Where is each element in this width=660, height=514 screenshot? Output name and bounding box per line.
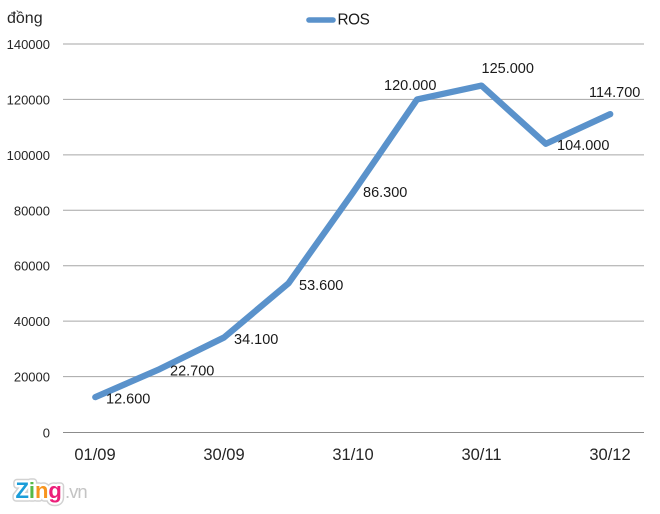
svg-text:30/12: 30/12	[589, 446, 630, 464]
svg-text:Z: Z	[16, 478, 29, 503]
svg-text:120000: 120000	[7, 92, 50, 107]
svg-text:86.300: 86.300	[363, 185, 407, 201]
svg-text:i: i	[29, 478, 35, 503]
svg-text:114.700: 114.700	[589, 85, 640, 101]
svg-text:22.700: 22.700	[170, 364, 214, 380]
svg-text:30/09: 30/09	[203, 446, 244, 464]
svg-text:20000: 20000	[14, 370, 50, 385]
svg-text:ROS: ROS	[338, 12, 370, 29]
svg-text:100000: 100000	[7, 148, 50, 163]
svg-text:Zing: Zing	[16, 478, 62, 503]
svg-text:125.000: 125.000	[482, 61, 534, 77]
svg-text:0: 0	[43, 425, 50, 440]
svg-text:80000: 80000	[14, 203, 50, 218]
svg-text:01/09: 01/09	[74, 446, 115, 464]
svg-text:104.000: 104.000	[557, 138, 609, 154]
svg-text:34.100: 34.100	[234, 332, 278, 348]
svg-text:31/10: 31/10	[332, 446, 373, 464]
svg-text:120.000: 120.000	[384, 78, 436, 94]
svg-text:40000: 40000	[14, 314, 50, 329]
svg-text:140000: 140000	[7, 37, 50, 52]
svg-text:12.600: 12.600	[106, 392, 150, 408]
svg-text:60000: 60000	[14, 259, 50, 274]
svg-text:đồng: đồng	[7, 10, 43, 27]
svg-text:n: n	[35, 478, 48, 503]
svg-text:g: g	[48, 478, 61, 503]
svg-text:30/11: 30/11	[461, 446, 501, 464]
svg-text:.vn: .vn	[65, 481, 87, 502]
svg-text:Zing: Zing	[16, 478, 62, 503]
svg-text:53.600: 53.600	[299, 278, 343, 294]
